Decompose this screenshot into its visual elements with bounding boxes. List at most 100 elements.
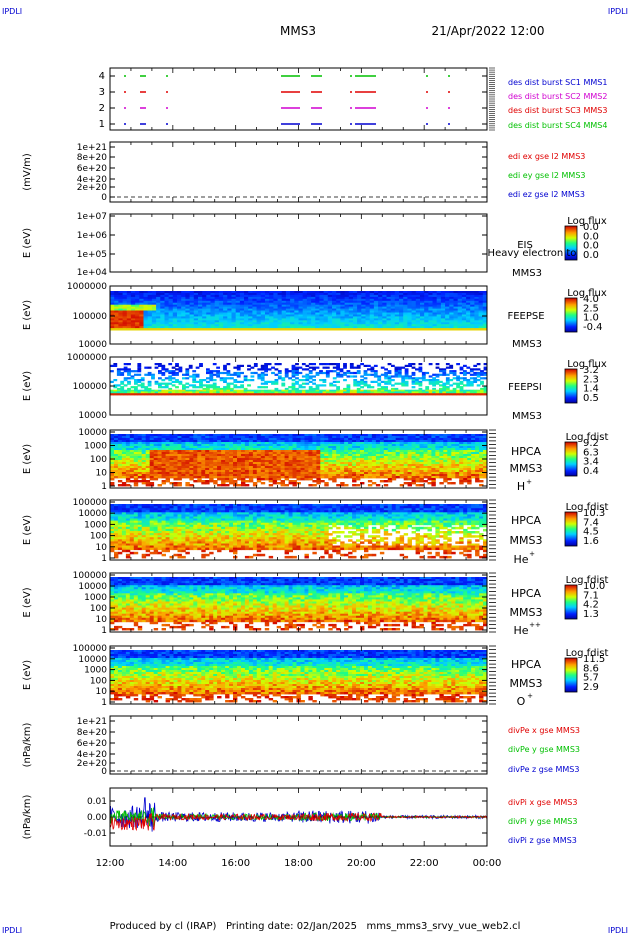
- heatmap-cell: [172, 393, 176, 395]
- heatmap-cell: [247, 368, 251, 370]
- heatmap-cell: [127, 377, 131, 379]
- y-tick-label: 1e+04: [77, 268, 108, 278]
- heatmap-cell: [130, 476, 134, 478]
- heatmap-cell: [249, 480, 253, 482]
- heatmap-cell: [453, 383, 457, 385]
- heatmap-cell: [311, 328, 316, 330]
- heatmap-cell: [384, 368, 388, 370]
- heatmap-cell: [424, 328, 429, 330]
- heatmap-cell: [288, 370, 292, 372]
- heatmap-cell: [175, 386, 179, 388]
- heatmap-cell: [127, 374, 131, 376]
- heatmap-cell: [473, 374, 477, 376]
- heatmap-cell: [404, 478, 408, 480]
- heatmap-cell: [220, 393, 224, 395]
- heatmap-cell: [374, 365, 378, 367]
- heatmap-cell: [299, 379, 303, 381]
- heatmap-cell: [161, 383, 165, 385]
- heatmap-cell: [261, 368, 265, 370]
- heatmap-cell: [376, 484, 380, 486]
- heatmap-cell: [302, 368, 306, 370]
- heatmap-cell: [309, 393, 313, 395]
- heatmap-cell: [251, 372, 255, 374]
- heatmap-cell: [367, 374, 371, 376]
- legend-entry: edi ey gse l2 MMS3: [508, 171, 586, 180]
- heatmap-cell: [474, 328, 479, 330]
- instrument-label: MMS3: [512, 268, 542, 279]
- heatmap-cell: [353, 372, 357, 374]
- heatmap-cell: [223, 368, 227, 370]
- heatmap-cell: [158, 476, 162, 478]
- y-tick-label: 1000000: [67, 282, 107, 292]
- panel-frame: [110, 68, 487, 130]
- heatmap-cell: [237, 386, 241, 388]
- heatmap-cell: [158, 377, 162, 379]
- heatmap-cell: [189, 384, 193, 386]
- heatmap-cell: [232, 328, 237, 330]
- heatmap-cell: [419, 363, 423, 365]
- heatmap-cell: [350, 372, 354, 374]
- heatmap-cell: [416, 328, 421, 330]
- heatmap-cell: [419, 384, 423, 386]
- heatmap-cell: [220, 372, 224, 374]
- heatmap-cell: [407, 328, 412, 330]
- heatmap-cell: [127, 363, 131, 365]
- heatmap-cell: [137, 370, 141, 372]
- corner-label-br: IPDLI: [608, 926, 628, 934]
- colorbar: [565, 298, 577, 332]
- heatmap-cell: [215, 328, 220, 330]
- heatmap-cell: [462, 328, 467, 330]
- heatmap-cell: [213, 482, 217, 484]
- heatmap-cell: [323, 381, 327, 383]
- heatmap-cell: [449, 328, 454, 330]
- heatmap-cell: [233, 374, 237, 376]
- heatmap-cell: [268, 363, 272, 365]
- heatmap-cell: [429, 375, 433, 377]
- heatmap-cell: [470, 370, 474, 372]
- heatmap-cell: [277, 482, 281, 484]
- heatmap-cell: [110, 365, 114, 367]
- heatmap-cell: [264, 370, 268, 372]
- heatmap-cell: [155, 367, 159, 369]
- heatmap-cell: [367, 393, 371, 395]
- heatmap-cell: [118, 480, 122, 482]
- heatmap-cell: [257, 480, 261, 482]
- instrument-label: MMS3: [512, 411, 542, 422]
- heatmap-cell: [343, 367, 347, 369]
- heatmap-cell: [371, 386, 375, 388]
- page-date: 21/Apr/2022 12:00: [431, 24, 544, 38]
- heatmap-cell: [168, 372, 172, 374]
- heatmap-cell: [110, 370, 114, 372]
- heatmap-cell: [131, 393, 135, 395]
- heatmap-cell: [268, 368, 272, 370]
- heatmap-cell: [463, 393, 467, 395]
- heatmap-cell: [425, 372, 429, 374]
- heatmap-cell: [439, 370, 443, 372]
- heatmap-cell: [290, 328, 295, 330]
- heatmap-cell: [473, 368, 477, 370]
- heatmap-cell: [213, 393, 217, 395]
- heatmap-cell: [415, 393, 419, 395]
- heatmap-cell: [480, 374, 484, 376]
- heatmap-cell: [439, 393, 443, 395]
- heatmap-cell: [324, 476, 328, 478]
- heatmap-cell: [456, 393, 460, 395]
- heatmap-cell: [126, 480, 130, 482]
- heatmap-cell: [412, 328, 417, 330]
- heatmap-cell: [347, 372, 351, 374]
- heatmap-cell: [332, 328, 337, 330]
- heatmap-cell: [357, 372, 361, 374]
- heatmap-cell: [432, 384, 436, 386]
- heatmap-cell: [196, 375, 200, 377]
- heatmap-cell: [437, 328, 442, 330]
- heatmap-cell: [285, 484, 289, 486]
- heatmap-cell: [367, 368, 371, 370]
- heatmap-cell: [237, 484, 241, 486]
- heatmap-cell: [453, 374, 457, 376]
- heatmap-cell: [257, 368, 261, 370]
- heatmap-cell: [158, 484, 162, 486]
- heatmap-cell: [233, 386, 237, 388]
- heatmap-cell: [395, 328, 400, 330]
- heatmap-cell: [295, 363, 299, 365]
- heatmap-cell: [336, 381, 340, 383]
